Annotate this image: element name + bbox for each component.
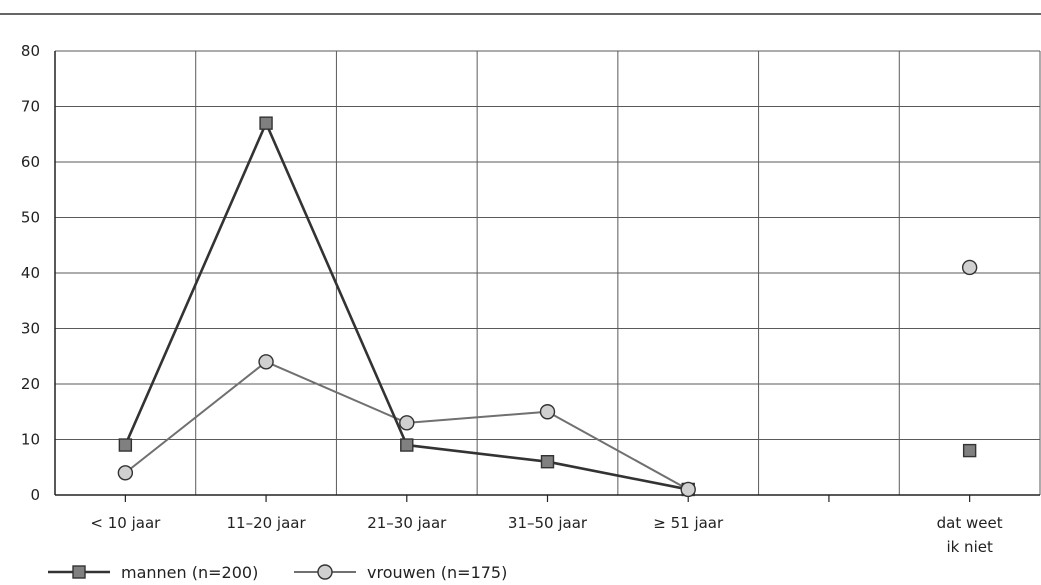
- data-point: [962, 443, 977, 458]
- data-point: [539, 404, 556, 420]
- y-tick-label: 10: [21, 431, 40, 449]
- grid: [55, 50, 1041, 495]
- data-point: [400, 438, 414, 452]
- series-line: [124, 121, 689, 491]
- y-tick-label: 80: [21, 42, 40, 60]
- markers-mannen: [118, 116, 977, 497]
- y-tick-label: 70: [21, 98, 40, 116]
- x-tick-label: 11–20 jaar: [226, 514, 306, 532]
- legend-marker: [72, 565, 86, 579]
- data-point: [680, 481, 696, 498]
- series-layer: [117, 116, 978, 498]
- y-axis-ticks: 0 10 20 30 40 50 60 70 80: [21, 42, 40, 504]
- markers-vrouwen: [117, 259, 978, 498]
- data-point: [118, 438, 133, 452]
- legend-marker: [317, 564, 333, 580]
- legend-label: mannen (n=200): [121, 563, 258, 582]
- x-axis-ticks: < 10 jaar 11–20 jaar 21–30 jaar 31–50 jaar ≥…: [90, 514, 1002, 556]
- y-tick-label: 0: [30, 486, 40, 504]
- data-point: [540, 455, 555, 469]
- data-point: [117, 465, 134, 481]
- series-mannen: [124, 121, 689, 491]
- legend-entry: mannen (n=200): [48, 563, 258, 582]
- legend: mannen (n=200) vrouwen (n=175): [48, 563, 507, 582]
- x-tick-label: < 10 jaar: [90, 514, 161, 532]
- y-tick-label: 60: [21, 153, 40, 171]
- legend-label: vrouwen (n=175): [367, 563, 507, 582]
- data-point: [258, 354, 274, 370]
- data-point: [259, 116, 273, 130]
- x-tick-label: 31–50 jaar: [508, 514, 588, 532]
- data-point: [961, 259, 978, 276]
- x-tick-label: ≥ 51 jaar: [653, 514, 724, 532]
- x-tick-label: 21–30 jaar: [367, 514, 447, 532]
- x-tick-label: dat weet ik niet: [937, 514, 1003, 556]
- y-tick-label: 50: [21, 209, 40, 227]
- y-tick-label: 20: [21, 375, 40, 393]
- y-tick-label: 30: [21, 320, 40, 338]
- axes: [54, 51, 1040, 502]
- legend-entry: vrouwen (n=175): [294, 563, 507, 582]
- data-point: [399, 415, 415, 431]
- y-tick-label: 40: [21, 264, 40, 282]
